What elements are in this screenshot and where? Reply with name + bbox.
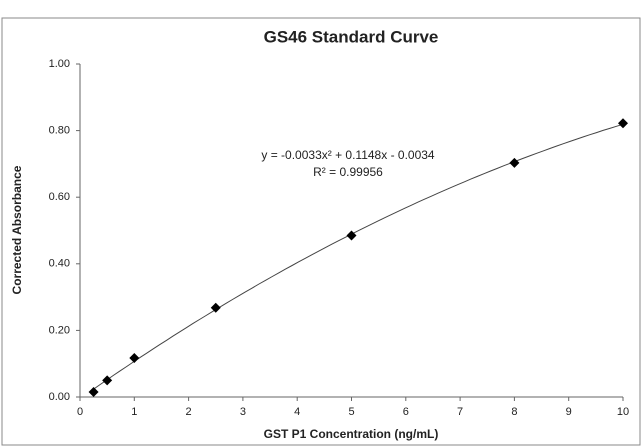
trendline-equation: y = -0.0033x² + 0.1148x - 0.0034: [261, 148, 435, 162]
trendline: [93, 123, 624, 390]
data-point: [102, 375, 113, 386]
y-tick-label: 0.40: [49, 258, 70, 270]
y-axis-title: Corrected Absorbance: [10, 165, 24, 294]
x-tick-label: 6: [403, 406, 409, 418]
x-tick-label: 5: [348, 406, 354, 418]
x-tick-label: 0: [77, 406, 83, 418]
x-tick-label: 2: [186, 406, 192, 418]
y-tick-label: 0.20: [49, 324, 70, 336]
x-tick-label: 3: [240, 406, 246, 418]
data-point: [346, 230, 357, 241]
data-point: [88, 387, 99, 398]
y-tick-label: 1.00: [49, 58, 70, 70]
data-point: [129, 353, 140, 364]
y-tick-label: 0.00: [49, 391, 70, 403]
x-tick-label: 7: [457, 406, 463, 418]
x-tick-label: 4: [294, 406, 300, 418]
data-point: [210, 302, 221, 313]
x-tick-label: 1: [131, 406, 137, 418]
x-axis-title: GST P1 Concentration (ng/mL): [264, 427, 439, 441]
trendline-r-squared: R² = 0.99956: [313, 165, 383, 179]
x-tick-label: 8: [511, 406, 517, 418]
y-tick-label: 0.60: [49, 191, 70, 203]
x-tick-label: 9: [566, 406, 572, 418]
x-tick-label: 10: [617, 406, 629, 418]
chart-title: GS46 Standard Curve: [264, 27, 439, 46]
y-tick-label: 0.80: [49, 125, 70, 137]
data-point: [509, 157, 520, 168]
data-point: [618, 118, 628, 129]
chart-frame: [1, 17, 641, 446]
